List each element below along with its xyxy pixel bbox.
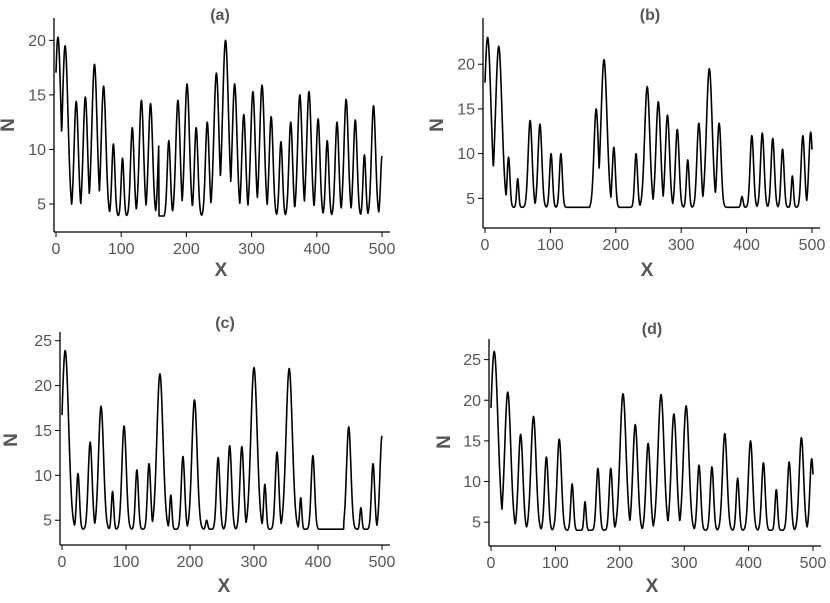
y-tick-label: 10 — [463, 474, 481, 491]
y-tick-label: 20 — [34, 378, 52, 395]
y-tick-label: 5 — [37, 197, 46, 214]
x-tick-label: 500 — [369, 554, 396, 571]
panel-title: (b) — [640, 7, 660, 24]
x-tick-label: 400 — [733, 237, 760, 254]
x-tick-label: 200 — [173, 241, 200, 258]
panel-title: (c) — [215, 315, 235, 332]
x-tick-label: 100 — [113, 554, 140, 571]
x-tick-label: 200 — [606, 555, 633, 572]
x-tick-label: 500 — [800, 555, 827, 572]
x-axis-label: X — [646, 576, 659, 597]
x-axis-label: X — [215, 260, 228, 281]
y-tick-label: 20 — [28, 33, 46, 50]
y-tick-label: 20 — [463, 393, 481, 410]
x-tick-label: 200 — [177, 554, 204, 571]
y-tick-label: 25 — [34, 333, 52, 350]
y-tick-label: 15 — [463, 433, 481, 450]
x-tick-label: 0 — [487, 555, 496, 572]
series-line — [55, 36, 383, 217]
y-tick-label: 15 — [457, 101, 475, 118]
panel-title: (a) — [210, 7, 230, 24]
x-axis-label: X — [641, 260, 654, 281]
y-axis-label: N — [1, 433, 22, 447]
y-axis-label: N — [0, 118, 19, 132]
x-tick-label: 0 — [52, 241, 61, 258]
y-tick-label: 10 — [34, 468, 52, 485]
y-axis-label: N — [434, 435, 455, 449]
y-axis-label: N — [427, 118, 448, 132]
x-tick-label: 300 — [238, 241, 265, 258]
x-tick-label: 200 — [602, 237, 629, 254]
y-tick-label: 5 — [43, 513, 52, 530]
x-tick-label: 100 — [537, 237, 564, 254]
series-line — [484, 36, 813, 209]
x-tick-label: 300 — [671, 555, 698, 572]
x-axis-label: X — [218, 576, 231, 597]
y-tick-label: 10 — [28, 142, 46, 159]
x-tick-label: 300 — [241, 554, 268, 571]
series-line — [490, 350, 814, 532]
y-tick-label: 15 — [34, 423, 52, 440]
x-tick-label: 500 — [799, 237, 826, 254]
panel-title: (d) — [642, 321, 662, 338]
x-tick-label: 0 — [58, 554, 67, 571]
x-tick-label: 0 — [481, 237, 490, 254]
x-tick-label: 300 — [668, 237, 695, 254]
x-tick-label: 400 — [735, 555, 762, 572]
x-tick-label: 400 — [303, 241, 330, 258]
series-line — [61, 349, 383, 531]
x-tick-label: 100 — [542, 555, 569, 572]
y-tick-label: 5 — [466, 191, 475, 208]
x-tick-label: 400 — [305, 554, 332, 571]
y-tick-label: 5 — [472, 515, 481, 532]
x-tick-label: 500 — [369, 241, 396, 258]
y-tick-label: 20 — [457, 57, 475, 74]
y-tick-label: 25 — [463, 352, 481, 369]
y-tick-label: 10 — [457, 146, 475, 163]
x-tick-label: 100 — [108, 241, 135, 258]
y-tick-label: 15 — [28, 87, 46, 104]
